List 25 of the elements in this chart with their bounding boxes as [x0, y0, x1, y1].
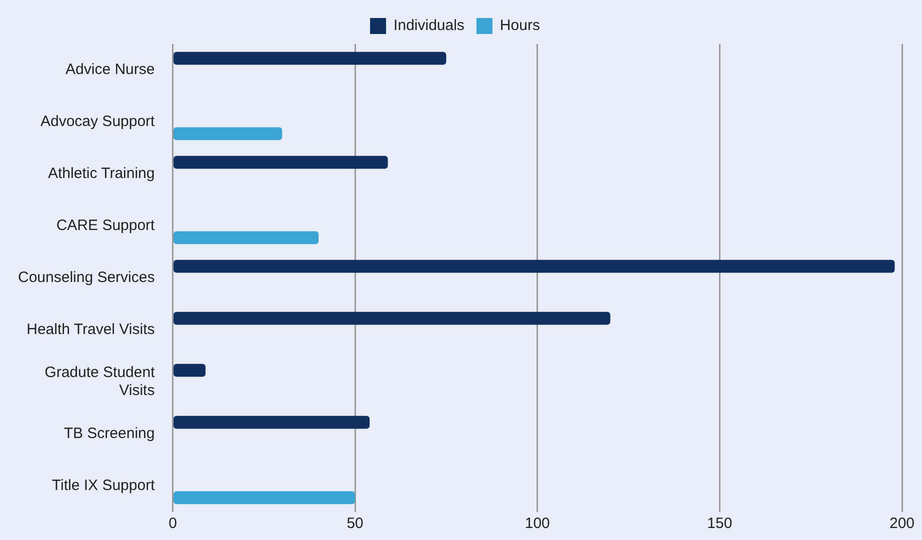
y-tick-label: Gradute Student Visits — [44, 364, 156, 400]
x-tick-label: 50 — [346, 515, 364, 532]
bar — [173, 156, 388, 169]
bar — [173, 491, 356, 504]
bar — [173, 364, 206, 377]
x-tick-label: 150 — [707, 515, 732, 532]
y-tick-label: Advice Nurse — [66, 61, 155, 78]
y-tick-label: Athletic Training — [48, 165, 155, 182]
bar — [173, 231, 319, 244]
x-tick-label: 200 — [889, 515, 915, 532]
bar — [173, 260, 895, 273]
x-tick-label: 100 — [524, 515, 550, 532]
bar — [173, 312, 610, 325]
y-tick-label: Advocay Support — [40, 113, 156, 130]
y-tick-label: Health Travel Visits — [26, 321, 155, 338]
legend-label: Individuals — [394, 17, 464, 34]
bar — [173, 127, 282, 140]
y-tick-label: Counseling Services — [18, 269, 155, 286]
bar — [173, 416, 370, 429]
y-tick-label: TB Screening — [64, 425, 155, 442]
x-tick-label: 0 — [168, 515, 177, 532]
legend-label: Hours — [500, 17, 540, 34]
y-tick-label: Title IX Support — [52, 477, 156, 494]
bar — [173, 52, 446, 65]
y-tick-label: CARE Support — [56, 217, 156, 234]
